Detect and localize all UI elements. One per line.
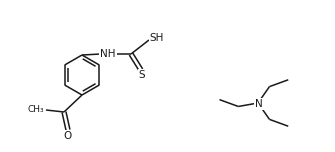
Text: N: N (255, 99, 263, 109)
Text: SH: SH (150, 33, 164, 43)
Text: CH₃: CH₃ (27, 105, 44, 114)
Text: O: O (64, 131, 72, 141)
Text: NH: NH (100, 49, 116, 59)
Text: S: S (139, 70, 145, 80)
